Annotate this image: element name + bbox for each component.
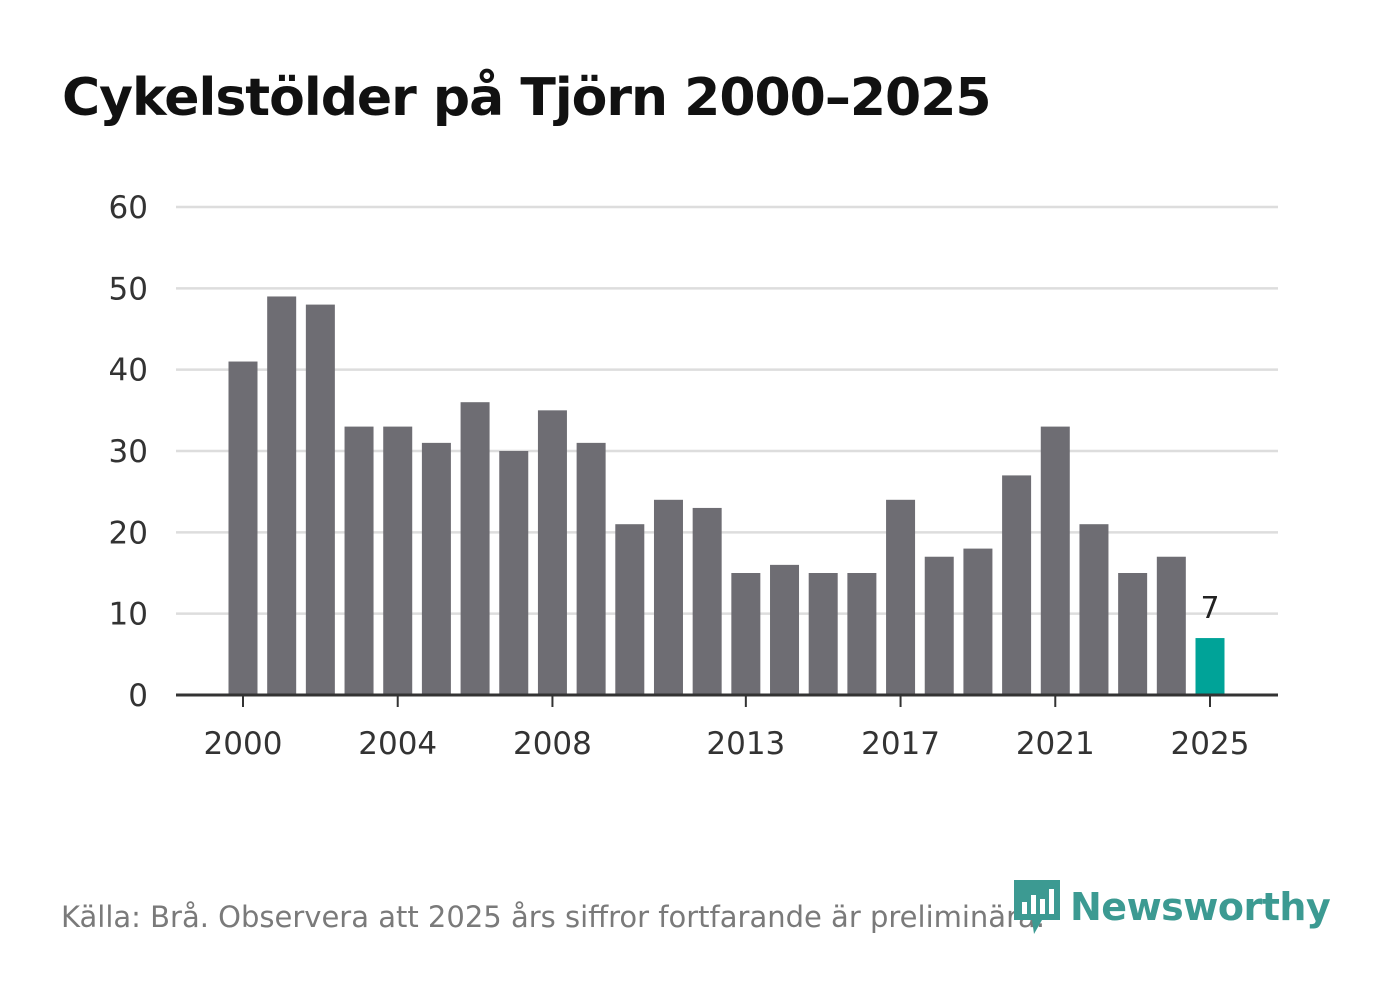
brand-name: Newsworthy [1070,885,1331,929]
bar-2024 [1156,556,1186,695]
source-note: Källa: Brå. Observera att 2025 års siffr… [61,900,1045,934]
bars [228,296,1225,695]
bar-2025 [1195,638,1225,695]
bar-2021 [1040,426,1070,695]
x-tick-label: 2021 [1016,726,1095,762]
x-tick-label: 2008 [513,726,592,762]
bar-2013 [731,573,761,695]
bar-2009 [576,442,606,695]
bar-2011 [653,499,683,695]
bar-2006 [460,402,490,695]
axes [176,693,1278,707]
bar-2018 [924,556,954,695]
bar-2002 [305,304,335,695]
x-tick-label: 2004 [358,726,437,762]
bar-2012 [692,507,722,695]
gridlines [176,205,1278,615]
y-tick-label: 60 [109,190,148,226]
bar-2015 [808,573,838,695]
bar-2014 [770,564,800,695]
y-tick-label: 0 [128,678,148,714]
bar-chart: 0 10 20 30 40 50 60 7 2000 2004 2008 2013 2017 2021 20… [109,190,1278,762]
x-tick-label: 2025 [1171,726,1250,762]
bar-2017 [886,499,916,695]
bar-2007 [499,451,529,695]
y-tick-label: 30 [109,434,148,470]
y-tick-label: 50 [109,271,148,307]
chart-title: Cykelstölder på Tjörn 2000–2025 [62,68,992,128]
bar-2022 [1079,524,1109,695]
bar-2016 [847,573,877,695]
brand-logo: Newsworthy [1012,878,1331,936]
bar-2019 [963,548,993,695]
bar-2008 [537,410,567,695]
x-tick-label: 2017 [861,726,940,762]
bar-2000 [228,361,258,695]
bar-2010 [615,524,645,695]
x-tick-label: 2013 [706,726,785,762]
bar-2003 [344,426,374,695]
bar-2023 [1118,573,1148,695]
y-tick-label: 20 [109,515,148,551]
newsworthy-logo-icon [1014,880,1060,934]
labels: 0 10 20 30 40 50 60 7 2000 2004 2008 2013 2017 2021 20… [109,190,1250,762]
bar-2004 [383,426,413,695]
bar-2001 [267,296,297,695]
bar-2005 [421,442,451,695]
x-tick-label: 2000 [204,726,283,762]
y-tick-label: 10 [109,597,148,633]
data-label-2025: 7 [1200,591,1219,626]
y-tick-label: 40 [109,353,148,389]
bar-2020 [1002,475,1032,695]
